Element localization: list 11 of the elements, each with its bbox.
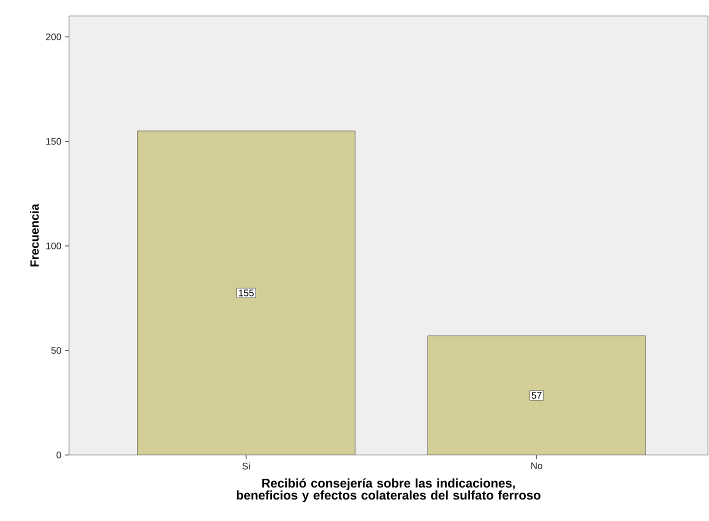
data-label: 57: [532, 392, 542, 399]
y-tick-label: 50: [51, 347, 62, 354]
y-tick-label: 100: [46, 242, 62, 250]
y-tick-label: 150: [46, 138, 62, 145]
x-tick-label: No: [531, 462, 542, 470]
y-tick-label: 0: [56, 452, 62, 458]
x-axis-title: Recibió consejería sobre las indicaciones, beneficios y efectos colaterales del sulfato ferroso: [236, 478, 540, 502]
y-axis-title: Frecuencia: [30, 204, 39, 266]
y-tick-label: 200: [46, 34, 62, 40]
x-tick-label: Si: [242, 462, 250, 470]
data-label: 155: [238, 290, 254, 296]
